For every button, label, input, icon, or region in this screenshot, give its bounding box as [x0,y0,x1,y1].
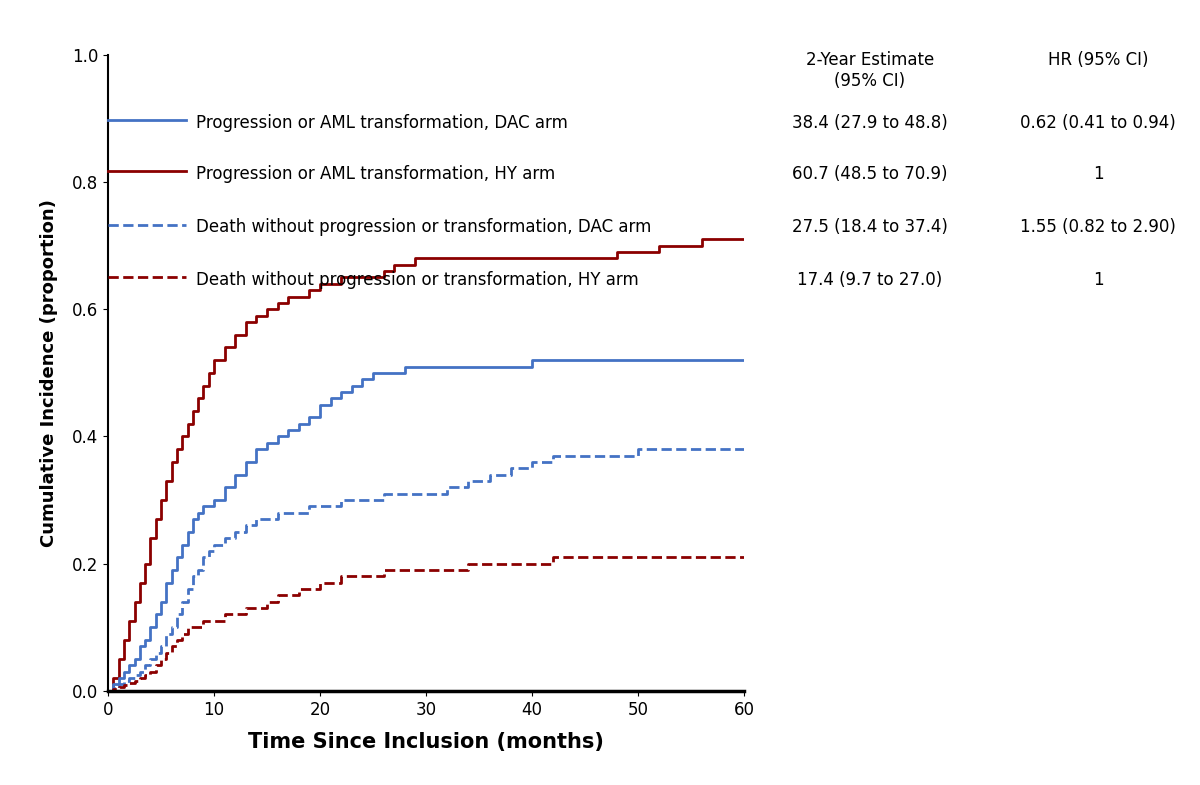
Text: 1.55 (0.82 to 2.90): 1.55 (0.82 to 2.90) [1020,218,1176,236]
Text: Death without progression or transformation, HY arm: Death without progression or transformat… [196,271,638,289]
Text: 60.7 (48.5 to 70.9): 60.7 (48.5 to 70.9) [792,165,948,183]
Text: 17.4 (9.7 to 27.0): 17.4 (9.7 to 27.0) [797,271,943,289]
Text: Progression or AML transformation, DAC arm: Progression or AML transformation, DAC a… [196,114,568,132]
Text: Progression or AML transformation, HY arm: Progression or AML transformation, HY ar… [196,165,554,183]
Text: 1: 1 [1093,165,1103,183]
Text: 1: 1 [1093,271,1103,289]
Y-axis label: Cumulative Incidence (proportion): Cumulative Incidence (proportion) [40,199,58,547]
Text: HR (95% CI): HR (95% CI) [1048,51,1148,69]
Text: Death without progression or transformation, DAC arm: Death without progression or transformat… [196,218,650,236]
X-axis label: Time Since Inclusion (months): Time Since Inclusion (months) [248,732,604,752]
Text: 0.62 (0.41 to 0.94): 0.62 (0.41 to 0.94) [1020,114,1176,132]
Text: 2-Year Estimate
(95% CI): 2-Year Estimate (95% CI) [806,51,934,89]
Text: 38.4 (27.9 to 48.8): 38.4 (27.9 to 48.8) [792,114,948,132]
Text: 27.5 (18.4 to 37.4): 27.5 (18.4 to 37.4) [792,218,948,236]
